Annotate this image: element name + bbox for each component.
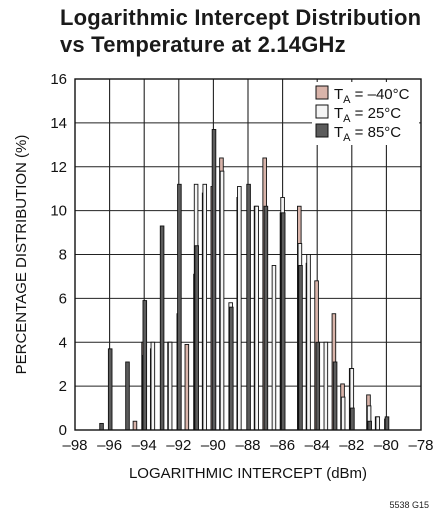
- bar-series-2: [237, 186, 242, 431]
- x-tick-label: –92: [166, 437, 191, 454]
- bar-series-3: [142, 300, 148, 431]
- bar-series-3: [229, 306, 234, 431]
- bar-series-3: [280, 212, 286, 431]
- legend-label: TA = 25°C: [334, 105, 401, 125]
- bar-series-3: [332, 361, 338, 431]
- bar-series-3: [246, 183, 251, 431]
- x-tick-label: –80: [374, 437, 399, 454]
- bar-series-2: [375, 416, 381, 431]
- bar-series-3: [211, 129, 217, 431]
- x-tick-label: –90: [201, 437, 226, 454]
- x-tick-label: –86: [270, 437, 295, 454]
- legend-label: TA = 85°C: [334, 124, 401, 144]
- y-tick-label: 2: [59, 378, 67, 395]
- y-tick-label: 14: [50, 115, 67, 132]
- bar-series-3: [263, 205, 269, 431]
- chart-title-line-2: vs Temperature at 2.14GHz: [60, 32, 346, 57]
- x-tick-label: –78: [408, 437, 433, 454]
- figure-id: 5538 G15: [389, 500, 429, 510]
- bar-series-2: [340, 396, 346, 431]
- y-tick-label: 12: [50, 159, 67, 176]
- y-tick-label: 10: [50, 203, 67, 220]
- x-tick-label: –94: [132, 437, 157, 454]
- y-tick-label: 8: [59, 247, 67, 264]
- bar-series-3: [384, 416, 390, 431]
- bar-series-3: [107, 348, 113, 431]
- bar-series-2: [323, 341, 329, 431]
- bar-series-3: [159, 225, 165, 431]
- bar-series-2: [219, 170, 225, 431]
- chart-title: Logarithmic Intercept Distribution vs Te…: [60, 4, 440, 58]
- x-tick-label: –98: [62, 437, 87, 454]
- bar-series-2: [306, 254, 311, 431]
- bar-series-3: [298, 265, 303, 431]
- y-tick-label: 4: [59, 334, 67, 351]
- bar-series-2: [202, 183, 208, 431]
- bar-series-3: [125, 361, 130, 431]
- y-tick-label: 6: [59, 290, 67, 307]
- y-tick-label: 16: [50, 71, 67, 88]
- bar-series-2: [271, 265, 277, 431]
- bar-series-3: [315, 341, 321, 431]
- y-axis-label: PERCENTAGE DISTRIBUTION (%): [13, 135, 30, 375]
- y-tick-label: 0: [59, 422, 67, 439]
- bar-series-1: [184, 343, 190, 431]
- bar-series-3: [367, 420, 372, 431]
- legend-swatch: [315, 104, 329, 119]
- x-tick-label: –96: [97, 437, 122, 454]
- x-tick-label: –84: [305, 437, 330, 454]
- bar-series-3: [350, 407, 355, 431]
- bar-series-2: [167, 341, 173, 431]
- bar-series-2: [150, 341, 156, 431]
- bar-series-1: [132, 420, 138, 431]
- bar-series-3: [194, 245, 199, 431]
- legend-background: [312, 82, 419, 145]
- plot-frame: [74, 78, 422, 431]
- legend-label: TA = –40°C: [334, 86, 410, 106]
- x-tick-label: –88: [235, 437, 260, 454]
- chart-title-line-1: Logarithmic Intercept Distribution: [60, 5, 422, 30]
- x-tick-label: –82: [339, 437, 364, 454]
- bar-series-2: [254, 205, 259, 431]
- bar-series-3: [99, 422, 104, 431]
- x-axis-label: LOGARITHMIC INTERCEPT (dBm): [129, 465, 367, 482]
- legend-swatch: [315, 123, 329, 138]
- bar-series-3: [177, 183, 182, 431]
- legend-swatch: [315, 85, 329, 100]
